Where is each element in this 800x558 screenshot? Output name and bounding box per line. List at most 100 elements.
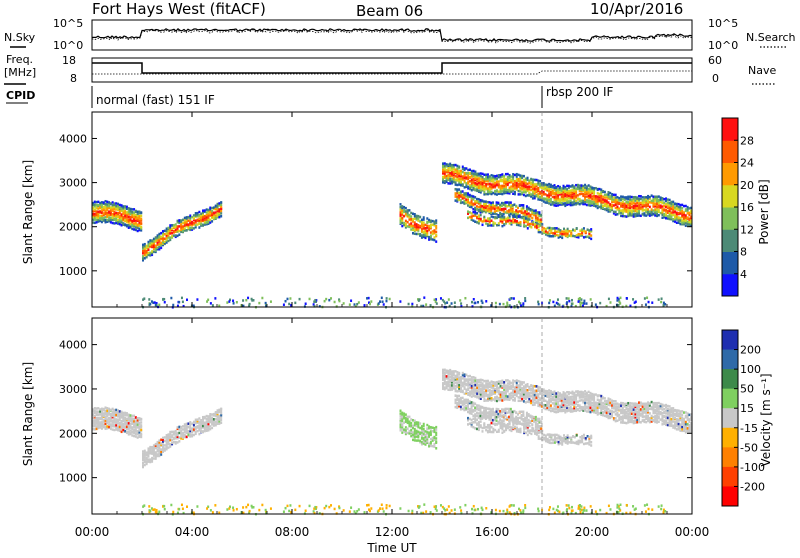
velocity-cell bbox=[444, 369, 446, 372]
power-cell bbox=[464, 167, 466, 170]
velocity-cell bbox=[500, 385, 502, 388]
power-cell bbox=[204, 215, 206, 218]
power-cell bbox=[193, 217, 195, 220]
velocity-cell bbox=[670, 414, 672, 417]
power-ground-cell bbox=[170, 297, 172, 300]
power-cell bbox=[652, 213, 654, 216]
velocity-cell bbox=[405, 419, 407, 422]
velocity-cell bbox=[412, 427, 414, 430]
power-cell bbox=[496, 175, 498, 178]
velocity-cell bbox=[432, 430, 434, 433]
power-cell bbox=[528, 207, 530, 210]
power-cell bbox=[600, 191, 602, 194]
power-cell bbox=[597, 195, 599, 198]
power-cell bbox=[471, 215, 473, 218]
power-cell bbox=[509, 180, 511, 183]
velocity-cell bbox=[642, 405, 644, 408]
velocity-cell bbox=[510, 397, 512, 400]
velocity-cell bbox=[501, 396, 503, 399]
power-cell bbox=[510, 209, 512, 212]
velocity-cell bbox=[589, 411, 591, 414]
power-cell bbox=[631, 196, 633, 199]
power-cell bbox=[119, 219, 121, 222]
velocity-cell bbox=[681, 416, 683, 419]
velocity-cell bbox=[654, 402, 656, 405]
power-cell bbox=[538, 229, 540, 232]
power-ground-cell bbox=[158, 304, 160, 307]
velocity-cell bbox=[189, 433, 191, 436]
power-cell bbox=[140, 218, 142, 221]
power-ground-cell bbox=[608, 298, 610, 301]
velocity-cell bbox=[191, 427, 193, 430]
power-cell bbox=[665, 206, 667, 209]
velocity-cell bbox=[598, 394, 600, 397]
velocity-cell bbox=[410, 424, 412, 427]
velocity-cell bbox=[113, 424, 115, 427]
velocity-cell bbox=[469, 375, 471, 378]
power-cell bbox=[193, 214, 195, 217]
velocity-cell bbox=[521, 398, 523, 401]
power-cell bbox=[570, 189, 572, 192]
power-cell bbox=[481, 224, 483, 227]
velocity-cell bbox=[534, 385, 536, 388]
power-cell bbox=[543, 182, 545, 185]
power-cell bbox=[550, 191, 552, 194]
velocity-cell bbox=[627, 402, 629, 405]
power-cell bbox=[676, 215, 678, 218]
power-cell bbox=[430, 234, 432, 237]
power-cell bbox=[638, 195, 640, 198]
power-cell bbox=[647, 212, 649, 215]
velocity-cell bbox=[602, 405, 604, 408]
power-cell bbox=[137, 217, 139, 220]
power-cell bbox=[507, 179, 509, 182]
velocity-cell bbox=[175, 430, 177, 433]
velocity-cell bbox=[534, 402, 536, 405]
velocity-cell bbox=[571, 410, 573, 413]
power-cell bbox=[602, 198, 604, 201]
power-ground-cell bbox=[245, 299, 247, 302]
velocity-cell bbox=[147, 455, 149, 458]
power-cell bbox=[501, 193, 503, 196]
velocity-cell bbox=[151, 446, 153, 449]
velocity-cell bbox=[460, 384, 462, 387]
power-cell bbox=[510, 201, 512, 204]
noise-tick-bottom-left: 10^0 bbox=[53, 39, 83, 52]
power-cell bbox=[497, 202, 499, 205]
power-cell bbox=[96, 204, 98, 207]
power-cell bbox=[660, 212, 662, 215]
power-cell bbox=[525, 182, 527, 185]
velocity-cell bbox=[215, 423, 217, 426]
power-cell bbox=[149, 239, 151, 242]
power-cell bbox=[545, 198, 547, 201]
velocity-cell bbox=[177, 441, 179, 444]
power-cell bbox=[142, 246, 144, 249]
power-cell bbox=[213, 211, 215, 214]
velocity-cell bbox=[563, 409, 565, 412]
velocity-cell bbox=[559, 398, 561, 401]
velocity-cell bbox=[633, 411, 635, 414]
power-cell bbox=[625, 204, 627, 207]
power-cell bbox=[568, 234, 570, 237]
power-cell bbox=[467, 186, 469, 189]
power-cell bbox=[627, 201, 629, 204]
power-cell bbox=[510, 204, 512, 207]
power-cell bbox=[442, 169, 444, 172]
velocity-cell bbox=[446, 387, 448, 390]
nave-tick-top: 60 bbox=[708, 54, 722, 67]
power-cell bbox=[501, 202, 503, 205]
velocity-cell bbox=[128, 425, 130, 428]
power-cell bbox=[577, 194, 579, 197]
velocity-cell bbox=[593, 393, 595, 396]
power-cell bbox=[654, 202, 656, 205]
velocity-cell bbox=[122, 423, 124, 426]
velocity-cell bbox=[489, 389, 491, 392]
power-cell bbox=[401, 225, 403, 228]
velocity-cell bbox=[403, 428, 405, 431]
velocity-cell bbox=[487, 394, 489, 397]
power-cell bbox=[488, 201, 490, 204]
velocity-cell bbox=[164, 440, 166, 443]
power-cell bbox=[492, 183, 494, 186]
power-cell bbox=[202, 216, 204, 219]
velocity-cell bbox=[679, 423, 681, 426]
power-cell bbox=[537, 217, 539, 220]
